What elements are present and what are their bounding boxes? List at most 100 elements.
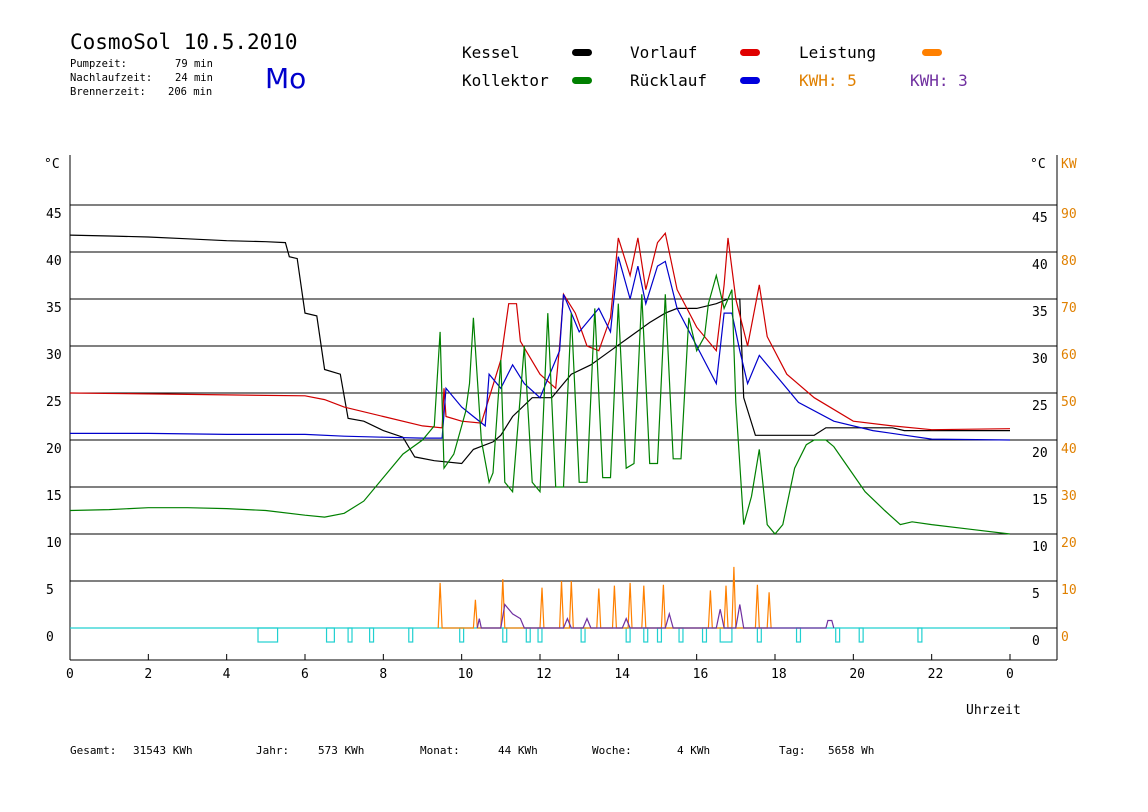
x-axis-label: Uhrzeit [966, 703, 1021, 718]
pump-interval [835, 627, 841, 643]
y-tick-label: 30 [46, 348, 62, 363]
x-tick-label: 0 [1006, 667, 1014, 682]
pump-interval [325, 627, 335, 643]
right-tick-label: 25 [1032, 399, 1048, 414]
y-tick-label: 25 [46, 395, 62, 410]
pump-interval [678, 627, 684, 643]
x-tick-label: 20 [849, 667, 865, 682]
footer-label-monat: Monat: [420, 744, 460, 757]
x-tick-label: 0 [66, 667, 74, 682]
y2-tick-label: 80 [1061, 254, 1077, 269]
x-tick-label: 14 [614, 667, 630, 682]
pump-interval [369, 627, 375, 643]
y2-tick-label: 90 [1061, 207, 1077, 222]
legend-swatch-kessel [572, 49, 592, 56]
stat-value-nachlaufzeit: 24 min [175, 72, 213, 84]
x-tick-label: 8 [379, 667, 387, 682]
x-tick-label: 2 [144, 667, 152, 682]
stat-value-pumpzeit: 79 min [175, 58, 213, 70]
right-tick-label: 10 [1032, 540, 1048, 555]
series-leistung [437, 566, 772, 629]
pump-interval [795, 627, 802, 643]
legend-label-leistung: Leistung [799, 43, 877, 62]
y-tick-label: 40 [46, 254, 62, 269]
y2-tick-label: 50 [1061, 395, 1077, 410]
x-tick-label: 6 [301, 667, 309, 682]
right-tick-label: 45 [1032, 211, 1048, 226]
pump-interval [459, 627, 465, 643]
y-axis-unit-left: °C [44, 157, 60, 172]
x-tick-label: 4 [223, 667, 231, 682]
pump-interval [580, 627, 586, 643]
y-axis-unit-right: °C [1030, 157, 1046, 172]
legend-label-ruecklauf: Rücklauf [630, 71, 708, 90]
pump-interval [347, 627, 353, 643]
y-tick-label: 0 [46, 630, 54, 645]
footer-value-woche: 4 KWh [677, 744, 711, 757]
pump-interval [525, 627, 531, 643]
footer-value-tag: 5658 Wh [828, 744, 875, 757]
footer-label-woche: Woche: [592, 744, 632, 757]
y2-tick-label: 70 [1061, 301, 1077, 316]
x-tick-label: 22 [928, 667, 944, 682]
y-tick-label: 10 [46, 536, 62, 551]
pump-interval [756, 627, 762, 643]
pump-interval [917, 627, 923, 643]
stat-value-brennerzeit: 206 min [168, 86, 213, 98]
pump-interval [701, 627, 708, 643]
y2-tick-label: 40 [1061, 442, 1077, 457]
stat-label-brennerzeit: Brennerzeit: [70, 86, 146, 98]
series-kessel [69, 234, 1010, 465]
pump-interval [257, 627, 279, 643]
footer-value-monat: 44 KWh [498, 744, 538, 757]
series-kollektor [69, 273, 1011, 535]
right-tick-label: 15 [1032, 493, 1048, 508]
right-tick-label: 0 [1032, 634, 1040, 649]
x-tick-label: 12 [536, 667, 552, 682]
weekday-label: Mo [265, 62, 307, 95]
right-tick-label: 30 [1032, 352, 1048, 367]
footer-value-gesamt: 31543 KWh [133, 744, 193, 757]
y2-tick-label: 20 [1061, 536, 1077, 551]
series-vorlauf [69, 231, 1011, 431]
pump-interval [625, 627, 631, 643]
legend-kwh-secondary: KWH: 3 [910, 71, 968, 90]
footer-value-jahr: 573 KWh [318, 744, 365, 757]
y2-tick-label: 30 [1061, 489, 1077, 504]
chart-title: CosmoSol 10.5.2010 [70, 30, 298, 54]
right-tick-label: 5 [1032, 587, 1040, 602]
pump-interval [408, 627, 414, 643]
right-tick-label: 20 [1032, 446, 1048, 461]
y-tick-label: 20 [46, 442, 62, 457]
legend-kwh-total: KWH: 5 [799, 71, 857, 90]
pump-interval [643, 627, 649, 643]
y-tick-label: 5 [46, 583, 54, 598]
footer-label-gesamt: Gesamt: [70, 744, 117, 757]
x-tick-label: 18 [771, 667, 787, 682]
y-tick-label: 45 [46, 207, 62, 222]
legend-label-kollektor: Kollektor [462, 71, 549, 90]
series-kwh [476, 603, 835, 629]
pump-interval [502, 627, 508, 643]
y-tick-label: 15 [46, 489, 62, 504]
stat-label-pumpzeit: Pumpzeit: [70, 58, 127, 70]
y2-axis-unit: KW [1061, 157, 1077, 172]
legend-label-vorlauf: Vorlauf [630, 43, 698, 62]
legend-swatch-vorlauf [740, 49, 760, 56]
right-tick-label: 35 [1032, 305, 1048, 320]
y2-tick-label: 0 [1061, 630, 1069, 645]
y2-tick-label: 10 [1061, 583, 1077, 598]
legend-swatch-ruecklauf [740, 77, 760, 84]
legend-label-kessel: Kessel [462, 43, 520, 62]
stat-label-nachlaufzeit: Nachlaufzeit: [70, 72, 153, 84]
x-tick-label: 16 [693, 667, 709, 682]
footer-label-tag: Tag: [779, 744, 806, 757]
pump-interval [656, 627, 663, 643]
y-tick-label: 35 [46, 301, 62, 316]
pump-interval [719, 627, 733, 643]
right-tick-label: 40 [1032, 258, 1048, 273]
pump-interval [858, 627, 864, 643]
legend-swatch-kollektor [572, 77, 592, 84]
legend-swatch-leistung [922, 49, 942, 56]
